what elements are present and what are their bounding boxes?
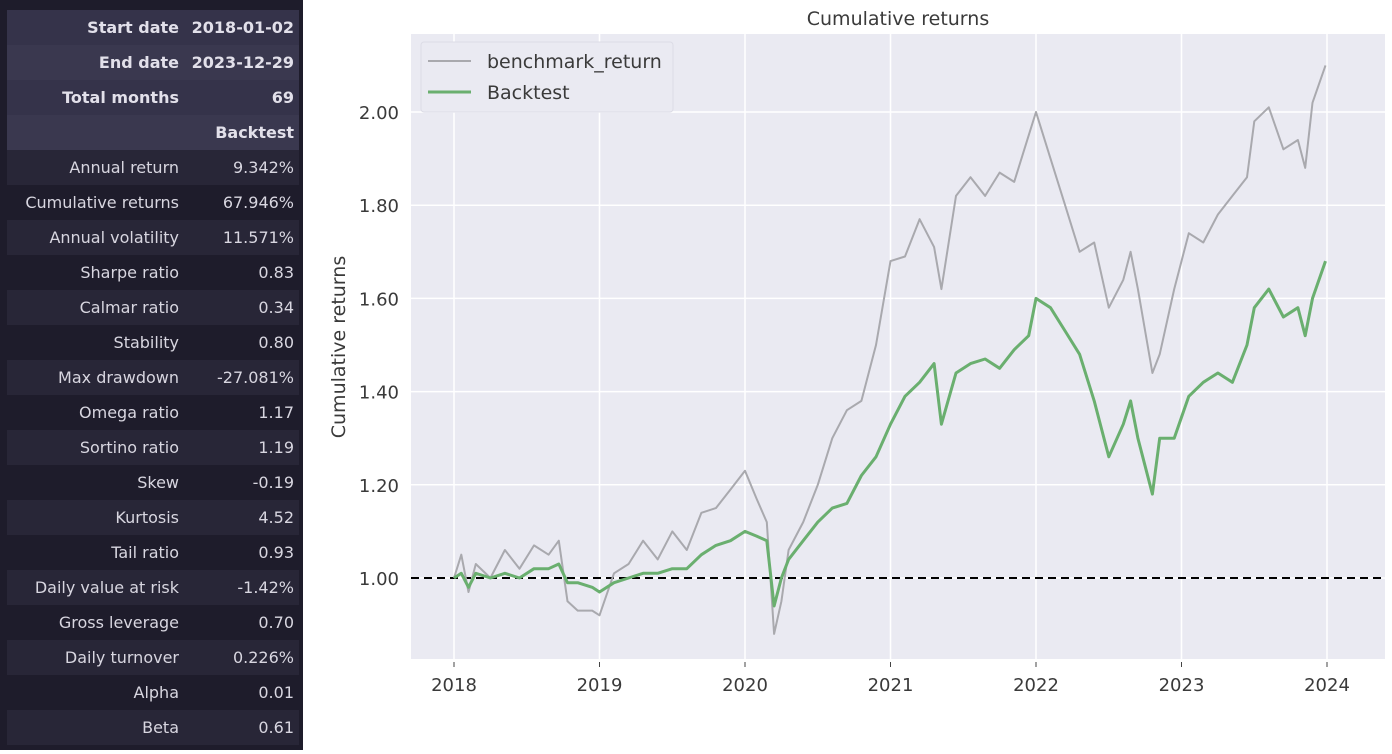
stat-label: Alpha <box>7 675 179 710</box>
legend-label-benchmark: benchmark_return <box>487 51 662 73</box>
stat-value: 0.01 <box>179 675 299 710</box>
y-tick-label: 2.00 <box>359 103 399 124</box>
stat-value: 11.571% <box>179 220 299 255</box>
x-tick-label: 2022 <box>1013 675 1059 696</box>
stat-row: Alpha 0.01 <box>7 675 299 710</box>
stat-value: 1.19 <box>179 430 299 465</box>
x-tick-label: 2021 <box>868 675 914 696</box>
stats-panel: Start date 2018-01-02 End date 2023-12-2… <box>0 0 303 750</box>
header-row-total-months: Total months 69 <box>7 80 299 115</box>
y-tick-label: 1.80 <box>359 196 399 217</box>
stat-label: Stability <box>7 325 179 360</box>
stat-value: 0.83 <box>179 255 299 290</box>
stat-label: Sortino ratio <box>7 430 179 465</box>
stat-label: Skew <box>7 465 179 500</box>
header-label: End date <box>7 45 179 80</box>
header-row-column-name: Backtest <box>7 115 299 150</box>
y-tick-label: 1.20 <box>359 476 399 497</box>
header-value: 69 <box>179 80 299 115</box>
stat-row: Stability 0.80 <box>7 325 299 360</box>
stat-value: 4.52 <box>179 500 299 535</box>
stat-value: -27.081% <box>179 360 299 395</box>
stat-row: Kurtosis 4.52 <box>7 500 299 535</box>
stat-value: 0.61 <box>179 710 299 745</box>
legend-label-backtest: Backtest <box>487 82 570 104</box>
stat-row: Max drawdown -27.081% <box>7 360 299 395</box>
y-axis-ticks: 1.00 1.20 1.40 1.60 1.80 2.00 <box>359 103 399 590</box>
stat-value: 0.226% <box>179 640 299 675</box>
stat-row: Cumulative returns 67.946% <box>7 185 299 220</box>
stat-row: Beta 0.61 <box>7 710 299 745</box>
backtest-line <box>453 260 1327 608</box>
stat-value: 0.80 <box>179 325 299 360</box>
stat-value: 67.946% <box>179 185 299 220</box>
stat-label: Kurtosis <box>7 500 179 535</box>
x-tick-label: 2020 <box>722 675 768 696</box>
stat-label: Daily value at risk <box>7 570 179 605</box>
stat-value: 0.34 <box>179 290 299 325</box>
stat-value: 1.17 <box>179 395 299 430</box>
stat-label: Sharpe ratio <box>7 255 179 290</box>
cumulative-returns-chart: Cumulative returns 1.00 1.20 1.40 1.60 1.80 2… <box>303 0 1392 750</box>
stat-row: Annual volatility 11.571% <box>7 220 299 255</box>
x-tick-label: 2018 <box>431 675 477 696</box>
y-axis-label: Cumulative returns <box>328 256 350 438</box>
legend: benchmark_return Backtest <box>420 41 674 113</box>
stat-label: Omega ratio <box>7 395 179 430</box>
stat-row: Gross leverage 0.70 <box>7 605 299 640</box>
stat-row: Sortino ratio 1.19 <box>7 430 299 465</box>
stat-row: Sharpe ratio 0.83 <box>7 255 299 290</box>
header-label: Start date <box>7 10 179 45</box>
x-axis-ticks: 2018 2019 2020 2021 2022 2023 2024 <box>431 662 1350 696</box>
column-header-backtest: Backtest <box>179 115 299 150</box>
stat-value: -1.42% <box>179 570 299 605</box>
stat-row: Daily value at risk -1.42% <box>7 570 299 605</box>
stat-row: Daily turnover 0.226% <box>7 640 299 675</box>
stat-label: Annual volatility <box>7 220 179 255</box>
benchmark-line <box>453 65 1327 635</box>
x-tick-label: 2023 <box>1159 675 1205 696</box>
x-tick-label: 2019 <box>577 675 623 696</box>
stat-value: -0.19 <box>179 465 299 500</box>
chart-title: Cumulative returns <box>807 8 989 30</box>
plot-area <box>411 34 1385 659</box>
header-label: Total months <box>7 80 179 115</box>
y-tick-label: 1.00 <box>359 569 399 590</box>
stat-label: Tail ratio <box>7 535 179 570</box>
stat-row: Calmar ratio 0.34 <box>7 290 299 325</box>
stat-label: Daily turnover <box>7 640 179 675</box>
header-value: 2023-12-29 <box>179 45 299 80</box>
stat-value: 0.93 <box>179 535 299 570</box>
stat-label: Gross leverage <box>7 605 179 640</box>
header-value: 2018-01-02 <box>179 10 299 45</box>
stat-label: Calmar ratio <box>7 290 179 325</box>
gridlines <box>411 34 1385 659</box>
header-row-end-date: End date 2023-12-29 <box>7 45 299 80</box>
stat-row: Tail ratio 0.93 <box>7 535 299 570</box>
y-tick-label: 1.40 <box>359 383 399 404</box>
stat-value: 9.342% <box>179 150 299 185</box>
stat-label: Beta <box>7 710 179 745</box>
y-tick-label: 1.60 <box>359 289 399 310</box>
stat-label: Cumulative returns <box>7 185 179 220</box>
stat-value: 0.70 <box>179 605 299 640</box>
stat-row: Annual return 9.342% <box>7 150 299 185</box>
stat-row: Skew -0.19 <box>7 465 299 500</box>
stat-row: Omega ratio 1.17 <box>7 395 299 430</box>
stat-label: Annual return <box>7 150 179 185</box>
x-tick-label: 2024 <box>1304 675 1350 696</box>
header-label <box>7 115 179 150</box>
header-row-start-date: Start date 2018-01-02 <box>7 10 299 45</box>
stats-table: Start date 2018-01-02 End date 2023-12-2… <box>7 10 299 745</box>
stat-label: Max drawdown <box>7 360 179 395</box>
legend-box <box>420 41 674 113</box>
